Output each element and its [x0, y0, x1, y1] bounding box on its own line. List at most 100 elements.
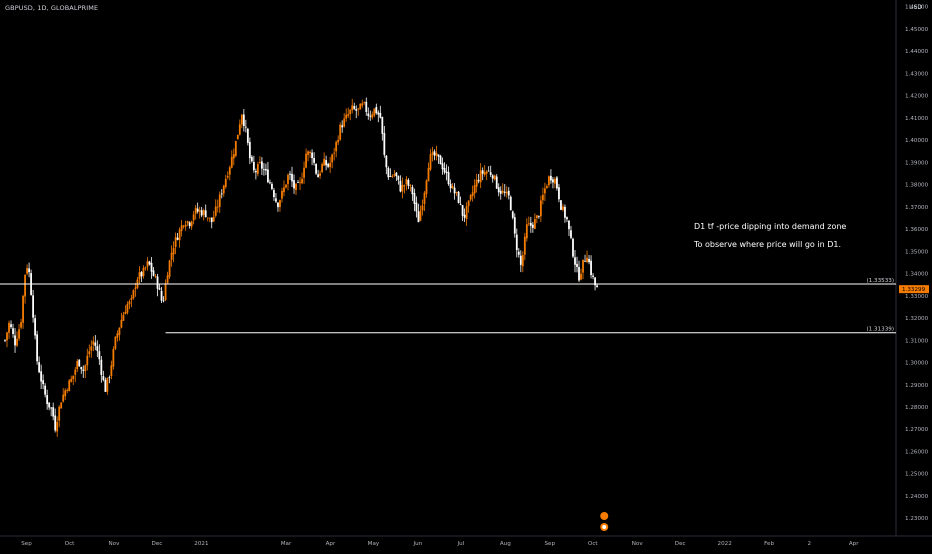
- candle-body: [210, 217, 213, 223]
- candle-body: [206, 217, 209, 219]
- candle-body: [588, 258, 590, 263]
- candle-body: [517, 251, 520, 255]
- candle-body: [98, 351, 101, 360]
- candle-body: [170, 252, 173, 260]
- candle-body: [455, 192, 458, 193]
- candle-body: [505, 191, 508, 194]
- candle-body: [64, 390, 67, 397]
- x-tick-label: Apr: [849, 541, 859, 547]
- candle-body: [110, 365, 113, 377]
- candle-body: [184, 224, 187, 227]
- x-tick-label: Apr: [326, 541, 336, 547]
- candle-body: [224, 178, 227, 187]
- candle-body: [509, 196, 512, 211]
- candle-body: [305, 153, 307, 168]
- candle-body: [234, 140, 237, 156]
- candle-body: [86, 355, 89, 366]
- symbol-title[interactable]: GBPUSD, 1D, GLOBALPRIME: [5, 4, 99, 12]
- y-tick-label: 1.44000: [905, 49, 929, 55]
- candle-body: [371, 114, 374, 118]
- candle-body: [148, 261, 151, 265]
- candle-body: [120, 319, 123, 328]
- currency-label[interactable]: USD: [909, 4, 922, 11]
- candle-body: [347, 114, 350, 116]
- candle-body: [28, 268, 30, 273]
- candle-body: [427, 167, 430, 182]
- candle-body: [574, 257, 576, 265]
- candle-body: [311, 152, 313, 159]
- candle-body: [176, 237, 179, 240]
- candle-body: [92, 341, 95, 345]
- candle-body: [56, 421, 59, 432]
- candle-body: [267, 169, 269, 183]
- candle-body: [156, 276, 159, 289]
- candle-body: [297, 182, 299, 183]
- candle-body: [477, 180, 480, 182]
- candle-body: [188, 222, 191, 227]
- candle-body: [443, 168, 446, 173]
- candle-body: [415, 202, 418, 212]
- earnings-event-icon: [600, 512, 609, 520]
- candle-body: [558, 187, 560, 200]
- candle-body: [48, 402, 51, 408]
- candle-body: [154, 276, 157, 277]
- candle-body: [453, 187, 456, 194]
- candle-body: [537, 216, 540, 218]
- candle-body: [403, 185, 406, 187]
- y-tick-label: 1.30000: [905, 361, 929, 367]
- candle-body: [140, 271, 143, 277]
- candle-body: [132, 289, 135, 299]
- candle-body: [214, 206, 217, 216]
- candle-body: [293, 180, 295, 189]
- candle-body: [367, 113, 370, 116]
- candle-body: [240, 114, 243, 125]
- candle-body: [164, 283, 167, 301]
- x-tick-label: Nov: [632, 541, 644, 547]
- y-tick-label: 1.33000: [905, 294, 929, 300]
- candle-body: [535, 215, 538, 219]
- candle-body: [459, 203, 462, 205]
- x-tick-label: Jun: [413, 541, 423, 547]
- annotation-text-1: D1 tf -price dipping into demand zone: [694, 222, 847, 231]
- candle-body: [236, 134, 239, 140]
- candle-body: [32, 295, 34, 318]
- y-tick-label: 1.39000: [905, 160, 929, 166]
- candle-body: [40, 371, 43, 382]
- x-tick-label: Feb: [764, 541, 774, 547]
- candle-body: [339, 124, 342, 140]
- candle-body: [397, 175, 400, 180]
- y-tick-label: 1.24000: [905, 494, 929, 500]
- candle-body: [353, 106, 356, 109]
- candle-body: [14, 335, 16, 346]
- y-tick-label: 1.27000: [905, 427, 929, 433]
- candle-body: [142, 267, 145, 277]
- candle-body: [539, 200, 542, 217]
- y-tick-label: 1.26000: [905, 449, 929, 455]
- y-tick-label: 1.46000: [905, 5, 929, 11]
- y-tick-label: 1.29000: [905, 383, 929, 389]
- candle-body: [112, 349, 115, 367]
- candle-body: [289, 173, 291, 175]
- candle-body: [76, 361, 79, 370]
- candle-body: [248, 142, 251, 159]
- candle-body: [212, 216, 215, 222]
- candle-body: [42, 380, 45, 385]
- candle-body: [218, 194, 221, 207]
- candle-body: [252, 161, 255, 171]
- candle-body: [74, 369, 77, 375]
- candle-body: [385, 155, 388, 168]
- candle-body: [377, 112, 380, 115]
- candle-body: [592, 275, 594, 277]
- x-tick-label: May: [368, 541, 380, 547]
- candle-body: [20, 322, 22, 328]
- candle-body: [457, 191, 460, 204]
- candle-body: [256, 164, 259, 174]
- candle-body: [261, 161, 263, 169]
- candle-body: [467, 200, 470, 207]
- candle-body: [568, 220, 570, 230]
- candle-body: [596, 285, 598, 288]
- candle-body: [359, 103, 362, 110]
- candle-body: [552, 179, 554, 183]
